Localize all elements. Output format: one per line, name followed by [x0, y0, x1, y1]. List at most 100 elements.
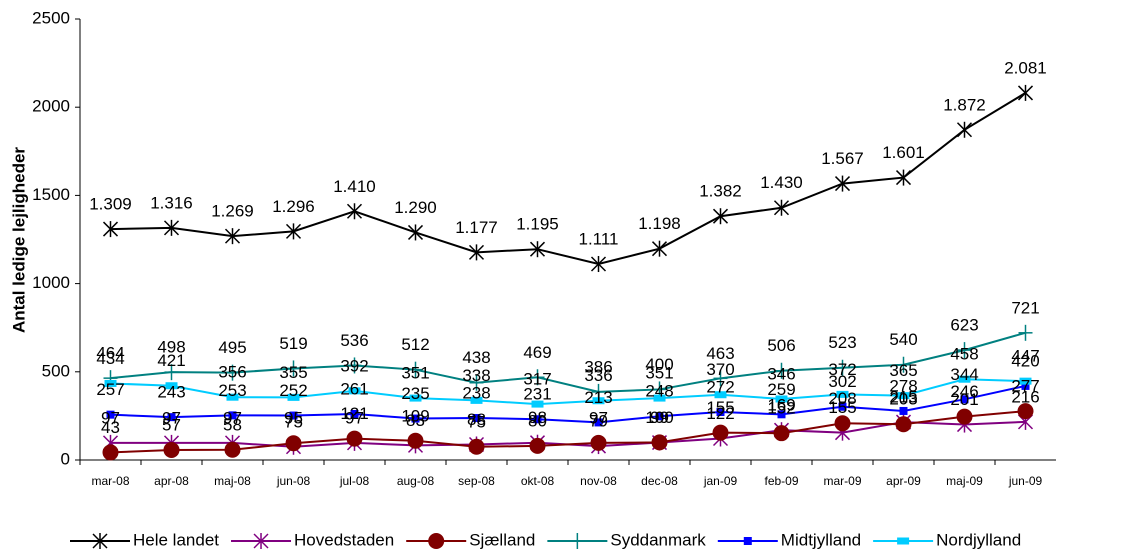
point: [835, 359, 850, 376]
legend-label: Sjælland: [469, 530, 535, 549]
marker-shape: [716, 408, 725, 417]
value-label: 272: [706, 378, 734, 397]
value-label: 213: [584, 388, 612, 407]
point: [285, 435, 302, 452]
value-label: 447: [1011, 347, 1039, 366]
point: [895, 416, 912, 433]
marker-shape: [1017, 403, 1034, 420]
point: [407, 224, 424, 241]
legend-item: Hovedstaden: [231, 530, 394, 549]
series-line: [110, 410, 1026, 454]
point: [834, 415, 851, 432]
point: [896, 356, 911, 373]
value-label: 121: [340, 404, 368, 423]
value-label: 201: [950, 390, 978, 409]
point: [346, 430, 363, 447]
value-label: 83: [406, 411, 425, 430]
x-tick-label: sep-08: [458, 474, 495, 488]
value-label: 498: [157, 338, 185, 357]
marker-shape: [104, 379, 117, 387]
value-label: 246: [950, 382, 978, 401]
value-label: 155: [706, 398, 734, 417]
value-label: 80: [528, 411, 547, 430]
legend-label: Nordjylland: [936, 530, 1021, 549]
value-label: 1.290: [394, 198, 437, 217]
marker-shape: [897, 392, 910, 400]
point: [743, 537, 752, 545]
legend-item: Syddanmark: [547, 530, 706, 549]
marker-shape: [289, 411, 298, 420]
point: [226, 393, 239, 401]
value-label: 243: [157, 383, 185, 402]
marker-shape: [287, 393, 300, 401]
point: [716, 408, 725, 417]
series-line: [110, 331, 1026, 393]
point: [655, 412, 664, 421]
x-tick-label: apr-08: [154, 474, 189, 488]
value-label: 235: [401, 384, 429, 403]
value-label: 365: [889, 361, 917, 380]
point: [570, 533, 585, 549]
x-tick-label: jan-09: [703, 474, 738, 488]
marker-shape: [897, 537, 910, 545]
value-label: 155: [828, 398, 856, 417]
point: [350, 409, 359, 418]
point: [651, 434, 668, 451]
point: [407, 432, 424, 449]
marker-shape: [224, 441, 241, 458]
value-label: 469: [523, 343, 551, 362]
value-label: 336: [584, 366, 612, 385]
value-label: 506: [767, 336, 795, 355]
point: [899, 406, 908, 415]
point: [469, 374, 484, 391]
marker-shape: [838, 402, 847, 411]
marker-shape: [350, 409, 359, 418]
point: [594, 418, 603, 427]
value-label: 356: [218, 363, 246, 382]
point: [408, 361, 423, 378]
point: [773, 425, 790, 442]
x-tick-label: mar-08: [91, 474, 129, 488]
marker-shape: [743, 537, 752, 545]
value-label: 1.601: [882, 143, 925, 162]
marker-shape: [895, 416, 912, 433]
value-label: 523: [828, 333, 856, 352]
value-label: 216: [1011, 387, 1039, 406]
marker-shape: [655, 412, 664, 421]
marker-shape: [470, 396, 483, 404]
point: [1018, 324, 1033, 341]
marker-shape: [346, 430, 363, 447]
point: [104, 379, 117, 387]
point: [773, 199, 790, 216]
value-label: 259: [767, 380, 795, 399]
marker-shape: [468, 438, 485, 455]
point: [651, 240, 668, 257]
series-line: [110, 384, 1026, 424]
point: [106, 410, 115, 419]
marker-shape: [428, 533, 445, 549]
value-label: 400: [645, 355, 673, 374]
point: [957, 342, 972, 359]
value-label: 253: [218, 381, 246, 400]
value-label: 257: [96, 380, 124, 399]
value-label: 99: [650, 408, 669, 427]
y-tick-label: 2500: [32, 8, 70, 27]
point: [775, 395, 788, 403]
marker-shape: [102, 444, 119, 461]
marker-shape: [956, 408, 973, 425]
marker-shape: [777, 410, 786, 419]
point: [468, 438, 485, 455]
point: [164, 364, 179, 381]
value-label: 338: [462, 366, 490, 385]
point: [102, 221, 119, 238]
point: [165, 382, 178, 390]
value-label: 1.382: [699, 182, 742, 201]
point: [167, 413, 176, 422]
point: [713, 370, 728, 387]
marker-shape: [651, 434, 668, 451]
marker-shape: [592, 397, 605, 405]
value-label: 1.872: [943, 95, 986, 114]
legend-label: Hovedstaden: [294, 530, 394, 549]
y-tick-label: 1500: [32, 185, 70, 204]
value-label: 109: [401, 406, 429, 425]
